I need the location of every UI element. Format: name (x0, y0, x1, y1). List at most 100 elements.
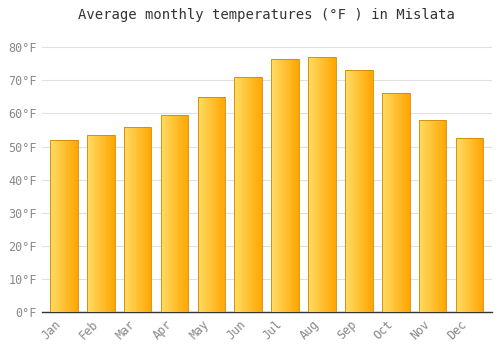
Bar (110, 135, 111, 313)
Bar (402, 93, 404, 313)
Bar (284, 59, 285, 313)
Bar (425, 120, 426, 313)
Bar (198, 97, 225, 313)
Bar (362, 70, 363, 313)
Bar (126, 127, 127, 313)
Bar (138, 127, 139, 313)
Bar (75, 140, 76, 313)
Bar (364, 70, 365, 313)
Bar (220, 97, 221, 313)
Bar (478, 138, 479, 313)
Bar (345, 70, 372, 313)
Bar (88, 135, 89, 313)
Bar (237, 77, 238, 313)
Bar (172, 115, 173, 313)
Bar (145, 127, 146, 313)
Bar (235, 77, 236, 313)
Bar (206, 97, 207, 313)
Bar (250, 77, 251, 313)
Bar (251, 77, 252, 313)
Bar (96, 135, 97, 313)
Bar (98, 135, 100, 313)
Bar (392, 93, 393, 313)
Bar (128, 127, 130, 313)
Bar (221, 97, 222, 313)
Bar (112, 135, 113, 313)
Bar (287, 59, 288, 313)
Bar (239, 77, 240, 313)
Bar (427, 120, 428, 313)
Bar (329, 57, 330, 313)
Bar (50, 140, 78, 313)
Bar (87, 135, 88, 313)
Bar (350, 70, 352, 313)
Bar (100, 135, 102, 313)
Bar (204, 97, 205, 313)
Bar (310, 57, 311, 313)
Bar (370, 70, 372, 313)
Bar (280, 59, 281, 313)
Bar (335, 57, 336, 313)
Bar (162, 115, 164, 313)
Bar (108, 135, 109, 313)
Bar (316, 57, 317, 313)
Bar (171, 115, 172, 313)
Bar (419, 120, 446, 313)
Bar (148, 127, 150, 313)
Bar (160, 115, 162, 313)
Bar (210, 97, 212, 313)
Bar (386, 93, 387, 313)
Bar (73, 140, 74, 313)
Bar (409, 93, 410, 313)
Bar (480, 138, 482, 313)
Bar (247, 77, 248, 313)
Bar (252, 77, 253, 313)
Bar (107, 135, 108, 313)
Bar (279, 59, 280, 313)
Bar (460, 138, 461, 313)
Bar (473, 138, 474, 313)
Bar (169, 115, 170, 313)
Bar (297, 59, 298, 313)
Bar (422, 120, 423, 313)
Bar (176, 115, 177, 313)
Bar (245, 77, 246, 313)
Bar (477, 138, 478, 313)
Bar (315, 57, 316, 313)
Bar (65, 140, 66, 313)
Bar (124, 127, 152, 313)
Bar (253, 77, 254, 313)
Bar (430, 120, 432, 313)
Bar (200, 97, 201, 313)
Bar (443, 120, 444, 313)
Bar (390, 93, 391, 313)
Bar (242, 77, 244, 313)
Bar (331, 57, 332, 313)
Bar (272, 59, 274, 313)
Bar (274, 59, 276, 313)
Bar (397, 93, 398, 313)
Bar (54, 140, 55, 313)
Bar (52, 140, 53, 313)
Bar (388, 93, 389, 313)
Bar (208, 97, 210, 313)
Bar (90, 135, 91, 313)
Bar (389, 93, 390, 313)
Bar (396, 93, 397, 313)
Bar (199, 97, 200, 313)
Bar (309, 57, 310, 313)
Bar (224, 97, 225, 313)
Bar (459, 138, 460, 313)
Bar (201, 97, 202, 313)
Bar (254, 77, 255, 313)
Bar (62, 140, 63, 313)
Bar (234, 77, 262, 313)
Bar (212, 97, 214, 313)
Bar (77, 140, 78, 313)
Bar (382, 93, 409, 313)
Bar (124, 127, 125, 313)
Bar (218, 97, 219, 313)
Bar (92, 135, 93, 313)
Bar (185, 115, 186, 313)
Bar (366, 70, 367, 313)
